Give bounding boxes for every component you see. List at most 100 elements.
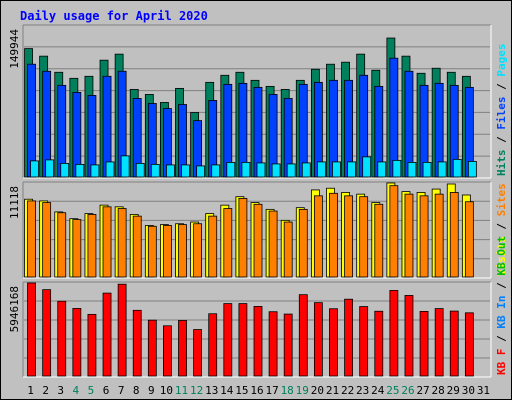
bar-sites bbox=[283, 221, 293, 278]
day-label: 21 bbox=[326, 384, 339, 397]
day-label: 14 bbox=[220, 384, 234, 397]
bar-kb-f bbox=[404, 295, 414, 377]
side-legend-part: Files bbox=[495, 97, 508, 130]
side-legend: KB F / KB In / KB Out bbox=[495, 236, 508, 375]
bar-pages bbox=[211, 164, 221, 178]
bar-pages bbox=[377, 161, 387, 178]
day-label: 12 bbox=[190, 384, 203, 397]
bar-kb-f bbox=[72, 308, 82, 377]
side-legend: Hits / Files / Pages bbox=[495, 44, 508, 177]
bar-pages bbox=[362, 156, 372, 178]
bar-sites bbox=[449, 192, 459, 278]
bar-sites bbox=[359, 196, 369, 278]
bar-sites bbox=[102, 206, 112, 278]
day-label: 24 bbox=[371, 384, 385, 397]
bar-kb-f bbox=[27, 282, 36, 377]
side-legend: Visits / Sites bbox=[495, 183, 508, 276]
bar-kb-f bbox=[102, 292, 112, 377]
side-legend-part: Sites bbox=[495, 183, 508, 216]
bar-pages bbox=[60, 163, 70, 178]
bar-sites bbox=[117, 208, 127, 278]
bar-sites bbox=[238, 197, 248, 278]
bar-kb-f bbox=[329, 308, 338, 377]
bar-kb-f bbox=[193, 329, 203, 377]
day-label: 22 bbox=[341, 384, 354, 397]
bar-pages bbox=[301, 162, 311, 178]
bar-kb-f bbox=[344, 298, 353, 377]
day-label: 13 bbox=[205, 384, 218, 397]
bar-kb-f bbox=[283, 313, 293, 377]
side-legend-part: / bbox=[495, 276, 508, 296]
bar-pages bbox=[45, 159, 55, 178]
bar-sites bbox=[132, 215, 142, 278]
bar-sites bbox=[72, 219, 82, 278]
day-label: 6 bbox=[103, 384, 110, 397]
bar-sites bbox=[27, 200, 36, 278]
bar-kb-f bbox=[178, 320, 187, 377]
bar-files bbox=[27, 63, 36, 178]
bar-pages bbox=[196, 165, 206, 178]
day-label: 26 bbox=[401, 384, 414, 397]
bar-pages bbox=[286, 163, 296, 178]
bar-sites bbox=[464, 201, 474, 278]
bar-pages bbox=[332, 161, 341, 178]
bar-sites bbox=[329, 192, 338, 278]
bar-sites bbox=[147, 225, 157, 278]
bar-sites bbox=[87, 214, 97, 278]
day-label: 11 bbox=[175, 384, 188, 397]
bar-kb-f bbox=[208, 313, 218, 377]
day-label: 30 bbox=[462, 384, 475, 397]
side-legend-part: / bbox=[495, 77, 508, 97]
bar-kb-f bbox=[374, 310, 384, 377]
bar-sites bbox=[344, 195, 353, 278]
bar-files bbox=[404, 70, 414, 178]
bar-pages bbox=[392, 159, 402, 178]
bar-sites bbox=[374, 203, 384, 278]
day-label: 7 bbox=[118, 384, 125, 397]
bar-kb-f bbox=[132, 309, 142, 377]
bar-kb-f bbox=[253, 306, 263, 377]
bar-pages bbox=[422, 161, 432, 178]
day-label: 17 bbox=[265, 384, 278, 397]
chart-title: Daily usage for April 2020 bbox=[20, 9, 208, 23]
day-label: 19 bbox=[296, 384, 309, 397]
bar-pages bbox=[75, 164, 85, 178]
side-legend-part: Visits bbox=[495, 236, 508, 276]
bar-pages bbox=[271, 163, 281, 178]
bar-sites bbox=[42, 202, 52, 278]
bar-pages bbox=[166, 164, 175, 178]
day-label: 1 bbox=[27, 384, 34, 397]
day-label: 9 bbox=[148, 384, 155, 397]
bar-sites bbox=[178, 224, 187, 278]
scale-label: 149944 bbox=[8, 29, 21, 69]
day-label: 20 bbox=[311, 384, 324, 397]
bar-sites bbox=[434, 193, 444, 278]
bar-kb-f bbox=[449, 310, 459, 377]
day-label: 5 bbox=[88, 384, 95, 397]
bar-pages bbox=[181, 164, 190, 178]
day-label: 16 bbox=[250, 384, 263, 397]
bar-kb-f bbox=[117, 283, 127, 377]
bar-pages bbox=[105, 161, 115, 178]
bar-kb-f bbox=[434, 308, 444, 377]
bar-pages bbox=[467, 160, 477, 178]
bar-sites bbox=[389, 185, 399, 278]
bar-kb-f bbox=[268, 311, 278, 377]
side-legend-part: / bbox=[495, 130, 508, 150]
day-label: 10 bbox=[160, 384, 173, 397]
bar-sites bbox=[419, 195, 429, 278]
side-legend-part: Hits bbox=[495, 150, 508, 177]
day-label: 31 bbox=[477, 384, 490, 397]
bar-kb-f bbox=[57, 300, 67, 377]
day-label: 8 bbox=[133, 384, 140, 397]
bar-files bbox=[389, 57, 399, 178]
bar-kb-f bbox=[223, 303, 233, 377]
bar-pages bbox=[241, 161, 251, 178]
bar-pages bbox=[347, 161, 356, 178]
day-label: 4 bbox=[73, 384, 80, 397]
bar-sites bbox=[208, 215, 218, 278]
bar-kb-f bbox=[147, 319, 157, 377]
day-label: 28 bbox=[432, 384, 445, 397]
